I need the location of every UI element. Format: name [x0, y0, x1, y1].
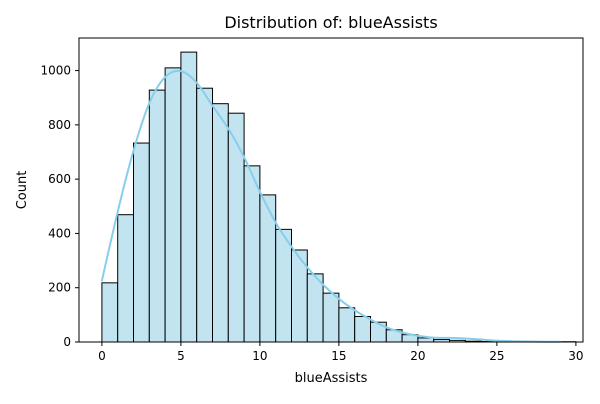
histogram-bar — [418, 338, 434, 342]
histogram-bar — [355, 316, 371, 342]
histogram-bar — [228, 113, 244, 342]
x-tick-label: 0 — [98, 349, 106, 363]
y-tick-label: 800 — [48, 118, 71, 132]
y-tick-label: 200 — [48, 281, 71, 295]
chart-title: Distribution of: blueAssists — [224, 13, 437, 32]
x-tick-label: 10 — [252, 349, 267, 363]
y-tick-label: 1000 — [40, 64, 71, 78]
histogram-bar — [197, 88, 213, 342]
x-tick-label: 25 — [489, 349, 504, 363]
x-tick-label: 5 — [177, 349, 185, 363]
histogram-bar — [149, 90, 165, 342]
histogram-bar — [134, 143, 150, 342]
histogram-bar — [165, 68, 181, 342]
y-tick-label: 400 — [48, 226, 71, 240]
y-tick-label: 0 — [63, 335, 71, 349]
histogram-bar — [118, 215, 134, 342]
histogram-bar — [307, 274, 323, 342]
histogram-bar — [371, 322, 387, 342]
histogram-bar — [213, 104, 229, 342]
x-axis-label: blueAssists — [295, 371, 368, 386]
x-tick-label: 20 — [410, 349, 425, 363]
x-tick-label: 15 — [331, 349, 346, 363]
x-tick-label: 30 — [568, 349, 583, 363]
histogram-bar — [244, 166, 260, 342]
histogram-bar — [181, 52, 197, 342]
y-tick-label: 600 — [48, 172, 71, 186]
histogram-bar — [102, 283, 118, 342]
y-axis-label: Count — [15, 171, 30, 210]
histogram-bar — [339, 308, 355, 342]
histogram-bar — [323, 293, 339, 342]
histogram-bar — [276, 229, 292, 342]
